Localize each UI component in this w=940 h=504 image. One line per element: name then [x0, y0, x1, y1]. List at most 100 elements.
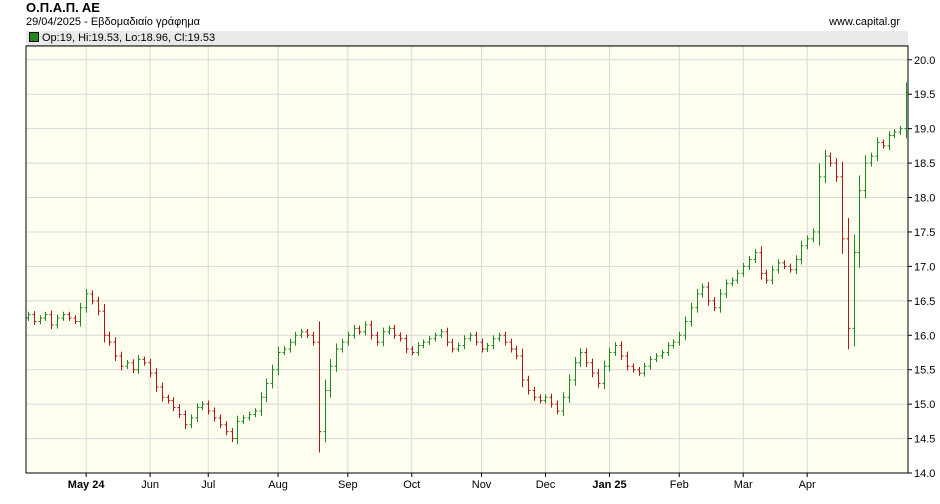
- ohlc-bar: [96, 296, 101, 316]
- ohlc-bar: [32, 311, 37, 325]
- ohlc-bar: [625, 351, 630, 371]
- ohlc-bar: [183, 410, 188, 430]
- x-tick-label: Mar: [734, 479, 753, 491]
- ohlc-bar: [125, 360, 130, 370]
- ohlc-bar: [416, 342, 421, 356]
- x-tick-label: Oct: [403, 479, 420, 491]
- ohlc-bar: [834, 158, 839, 182]
- ohlc-bar: [875, 137, 880, 162]
- ohlc-bar: [805, 235, 810, 250]
- ohlc-bar: [189, 414, 194, 429]
- ohlc-bar: [38, 315, 43, 325]
- y-tick-label: 17.5: [914, 227, 935, 239]
- ohlc-bar: [107, 331, 112, 346]
- ohlc-bar: [509, 338, 514, 353]
- y-axis-labels: 14.0 14.5 15.0 15.5 16.0 16.5 17.0 17.5 18.0 18.5…: [908, 55, 935, 480]
- x-tick-label: Feb: [670, 479, 689, 491]
- ohlc-bar: [898, 125, 903, 135]
- ohlc-bar: [212, 407, 217, 422]
- y-tick-label: 18.0: [914, 193, 935, 205]
- y-tick-label: 19.5: [914, 89, 935, 101]
- ohlc-bar: [840, 161, 845, 254]
- ohlc-bar: [398, 332, 403, 342]
- legend-swatch-icon: [29, 32, 39, 42]
- ohlc-bar: [61, 311, 66, 321]
- ohlc-bar: [282, 346, 287, 356]
- ohlc-bar: [538, 394, 543, 404]
- ohlc-bar: [887, 131, 892, 151]
- ohlc-bar: [782, 260, 787, 270]
- ohlc-bar: [759, 246, 764, 280]
- ohlc-bar: [712, 297, 717, 312]
- ohlc-bar: [526, 375, 531, 395]
- ohlc-bar: [67, 311, 72, 321]
- ohlc-bar: [253, 408, 258, 418]
- ohlc-bar: [26, 311, 31, 321]
- ohlc-bar: [241, 415, 246, 425]
- x-tick-label: Jun: [141, 479, 159, 491]
- ohlc-bar: [363, 321, 368, 336]
- ohlc-bar: [549, 393, 554, 408]
- ohlc-bar: [828, 152, 833, 167]
- ohlc-bar: [166, 394, 171, 404]
- x-tick-label: May 24: [68, 479, 106, 491]
- ohlc-bar: [741, 262, 746, 277]
- y-tick-label: 16.0: [914, 330, 935, 342]
- ohlc-bar: [317, 321, 322, 453]
- ohlc-bar: [532, 386, 537, 401]
- ohlc-bar: [305, 329, 310, 339]
- ohlc-bar: [119, 351, 124, 371]
- ohlc-bar: [648, 355, 653, 370]
- ohlc-bar: [480, 338, 485, 353]
- x-axis-labels: May 24 Jun Jul Aug Sep Oct Nov Dec Jan 25 Feb Mar A…: [68, 473, 816, 491]
- ohlc-bar: [334, 343, 339, 372]
- ohlc-bar: [387, 325, 392, 335]
- ohlc-bar: [433, 332, 438, 342]
- ohlc-bar: [730, 277, 735, 287]
- ohlc-bar: [392, 324, 397, 339]
- ohlc-bar: [247, 411, 252, 421]
- ohlc-bar: [357, 325, 362, 335]
- ohlc-bar: [857, 175, 862, 268]
- ohlc-bar: [607, 347, 612, 372]
- ohlc-bar: [555, 400, 560, 415]
- ohlc-bar: [427, 335, 432, 345]
- ohlc-bar: [543, 394, 548, 404]
- ohlc-bar: [340, 338, 345, 353]
- source-label: www.capital.gr: [829, 16, 900, 28]
- ohlc-bar: [852, 234, 857, 347]
- ohlc-bar: [683, 316, 688, 341]
- y-tick-label: 19.0: [914, 124, 935, 136]
- ohlc-bar: [596, 368, 601, 388]
- ohlc-bar: [49, 310, 54, 330]
- x-tick-label: Apr: [799, 479, 816, 491]
- y-tick-label: 14.5: [914, 434, 935, 446]
- y-tick-label: 18.5: [914, 158, 935, 170]
- ohlc-bar: [718, 288, 723, 313]
- chart-title: Ο.Π.Α.Π. ΑΕ: [26, 0, 100, 15]
- ohlc-bar: [230, 428, 235, 443]
- ohlc-bar: [637, 366, 642, 376]
- ohlc-bar: [131, 359, 136, 374]
- y-tick-label: 16.5: [914, 296, 935, 308]
- ohlc-bar: [764, 269, 769, 284]
- ohlc-bar: [113, 337, 118, 361]
- ohlc-bar: [892, 129, 897, 139]
- ohlc-bar: [264, 378, 269, 403]
- y-tick-label: 17.0: [914, 261, 935, 273]
- ohlc-bar: [160, 382, 165, 402]
- ohlc-bar: [270, 364, 275, 389]
- ohlc-bar: [381, 327, 386, 347]
- ohlc-bar: [863, 155, 868, 199]
- ohlc-bar: [84, 288, 89, 313]
- ohlc-bar: [218, 414, 223, 429]
- ohlc-bar: [706, 282, 711, 306]
- ohlc-bar: [602, 360, 607, 390]
- ohlc-bar: [567, 374, 572, 403]
- ohlc-bar: [520, 348, 525, 388]
- ohlc-bar: [375, 331, 380, 346]
- price-bars: [26, 82, 909, 453]
- ohlc-bar: [654, 353, 659, 363]
- ohlc-bar: [881, 139, 886, 149]
- ohlc-bar: [735, 269, 740, 284]
